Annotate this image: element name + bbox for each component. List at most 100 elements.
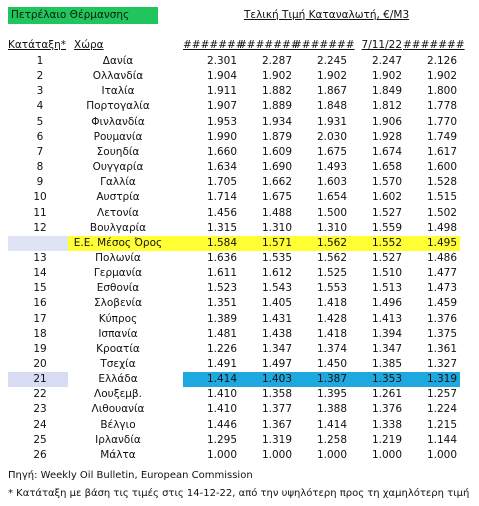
row-value-col-3: 1.848 xyxy=(316,100,347,113)
row-country: Λουξεμβ. xyxy=(94,388,142,401)
row-rank: 8 xyxy=(36,161,44,174)
table-subtitle: Τελική Τιμή Καταναλωτή, €/Μ3 xyxy=(244,9,410,21)
row-value-col-5: 1.749 xyxy=(426,130,457,143)
table-title: Πετρέλαιο Θέρμανσης xyxy=(8,7,158,24)
row-value-col-1: 1.481 xyxy=(206,327,237,340)
row-value-col-5: 1.459 xyxy=(426,297,457,310)
row-value-col-1: 1.226 xyxy=(206,342,237,355)
row-value-col-4: 1.658 xyxy=(371,161,402,174)
header-rank: Κατάταξη* xyxy=(8,39,67,51)
row-country: Βουλγαρία xyxy=(89,221,147,234)
source-note: Πηγή: Weekly Oil Bulletin, European Comm… xyxy=(8,470,253,481)
row-value-col-4: 1.602 xyxy=(371,191,402,204)
table-row: 15 Εσθονία 1.523 1.543 1.553 1.513 1.473 xyxy=(0,282,479,297)
row-value-col-3: 1.387 xyxy=(316,373,347,386)
row-value-col-1: 1.000 xyxy=(206,448,237,461)
eu-average-band xyxy=(68,235,460,251)
table-row: 18 Ισπανία 1.481 1.438 1.418 1.394 1.375 xyxy=(0,328,479,343)
table-row: 20 Τσεχία 1.491 1.497 1.450 1.385 1.327 xyxy=(0,358,479,373)
row-value-col-2: 2.287 xyxy=(261,55,292,67)
row-country: Ε.Ε. Μέσος Όρος xyxy=(73,236,163,249)
row-value-col-1: 1.410 xyxy=(206,403,237,416)
row-value-col-3: 1.450 xyxy=(316,358,347,370)
row-rank: 13 xyxy=(33,251,47,264)
row-value-col-5: 1.495 xyxy=(426,236,457,249)
row-value-col-4: 1.928 xyxy=(371,130,402,143)
row-value-col-5: 1.778 xyxy=(426,100,457,113)
row-value-col-3: 1.395 xyxy=(316,388,347,401)
row-value-col-5: 1.902 xyxy=(426,70,457,83)
row-value-col-4: 1.385 xyxy=(371,358,402,370)
row-rank: 18 xyxy=(33,327,47,340)
row-value-col-3: 1.500 xyxy=(316,206,347,219)
row-rank: 24 xyxy=(33,418,47,431)
row-value-col-1: 1.705 xyxy=(206,176,237,189)
row-country: Φινλανδία xyxy=(91,115,145,128)
table-row: 19 Κροατία 1.226 1.347 1.374 1.347 1.361 xyxy=(0,343,479,358)
header-col-3: ####### xyxy=(293,39,355,51)
row-value-col-1: 1.907 xyxy=(206,100,237,113)
row-value-col-3: 1.675 xyxy=(316,145,347,158)
row-country: Κύπρος xyxy=(98,312,138,325)
row-value-col-2: 1.358 xyxy=(261,388,292,401)
row-rank: 25 xyxy=(33,433,47,446)
row-value-col-1: 1.911 xyxy=(206,85,237,98)
row-value-col-1: 1.611 xyxy=(206,267,237,280)
header-col-5: ####### xyxy=(403,39,465,51)
row-value-col-3: 1.562 xyxy=(316,251,347,264)
row-rank: 26 xyxy=(33,448,47,461)
row-rank: 1 xyxy=(36,55,44,67)
row-country: Βέλγιο xyxy=(100,418,136,431)
row-value-col-2: 1.367 xyxy=(261,418,292,431)
row-value-col-3: 1.418 xyxy=(316,297,347,310)
table-row: 26 Μάλτα 1.000 1.000 1.000 1.000 1.000 xyxy=(0,449,479,464)
row-value-col-4: 1.906 xyxy=(371,115,402,128)
row-country: Αυστρία xyxy=(96,191,140,204)
table-row: 9 Γαλλία 1.705 1.662 1.603 1.570 1.528 xyxy=(0,176,479,191)
table-row: 14 Γερμανία 1.611 1.612 1.525 1.510 1.477 xyxy=(0,267,479,282)
header-col-1: ####### xyxy=(183,39,245,51)
row-value-col-1: 1.295 xyxy=(206,433,237,446)
row-rank: 5 xyxy=(36,115,44,128)
row-value-col-2: 1.488 xyxy=(261,206,292,219)
row-value-col-4: 1.570 xyxy=(371,176,402,189)
row-value-col-2: 1.497 xyxy=(261,358,292,370)
table-row: 12 Βουλγαρία 1.315 1.310 1.310 1.559 1.498 xyxy=(0,222,479,237)
row-value-col-4: 1.510 xyxy=(371,267,402,280)
row-country: Πορτογαλία xyxy=(86,100,150,113)
row-country: Γερμανία xyxy=(93,267,143,280)
row-value-col-2: 1.535 xyxy=(261,251,292,264)
row-value-col-2: 1.000 xyxy=(261,448,292,461)
row-value-col-2: 1.934 xyxy=(261,115,292,128)
row-value-col-3: 1.867 xyxy=(316,85,347,98)
row-value-col-4: 1.353 xyxy=(371,373,402,386)
row-country: Ισπανία xyxy=(98,327,138,340)
row-value-col-1: 1.904 xyxy=(206,70,237,83)
row-value-col-3: 1.902 xyxy=(316,70,347,83)
row-country: Σλοβενία xyxy=(94,297,142,310)
row-value-col-4: 1.338 xyxy=(371,418,402,431)
row-country: Λετονία xyxy=(97,206,139,219)
row-rank: 12 xyxy=(33,221,47,234)
row-value-col-5: 1.376 xyxy=(426,312,457,325)
row-rank: 21 xyxy=(33,373,47,386)
row-value-col-2: 1.319 xyxy=(261,433,292,446)
row-value-col-4: 1.674 xyxy=(371,145,402,158)
row-country: Σουηδία xyxy=(96,145,140,158)
row-rank: 3 xyxy=(36,85,44,98)
row-value-col-1: 1.351 xyxy=(206,297,237,310)
row-rank: 23 xyxy=(33,403,47,416)
row-value-col-2: 1.438 xyxy=(261,327,292,340)
row-value-col-1: 1.714 xyxy=(206,191,237,204)
table-row: 6 Ρουμανία 1.990 1.879 2.030 1.928 1.749 xyxy=(0,131,479,146)
row-value-col-3: 1.931 xyxy=(316,115,347,128)
row-rank: 17 xyxy=(33,312,47,325)
table-row: 3 Ιταλία 1.911 1.882 1.867 1.849 1.800 xyxy=(0,85,479,100)
table-row: 21 Ελλάδα 1.414 1.403 1.387 1.353 1.319 xyxy=(0,373,479,388)
row-value-col-4: 1.376 xyxy=(371,403,402,416)
row-value-col-4: 1.527 xyxy=(371,206,402,219)
row-value-col-1: 1.523 xyxy=(206,282,237,295)
row-value-col-3: 1.388 xyxy=(316,403,347,416)
row-value-col-2: 1.377 xyxy=(261,403,292,416)
row-country: Τσεχία xyxy=(100,358,136,370)
